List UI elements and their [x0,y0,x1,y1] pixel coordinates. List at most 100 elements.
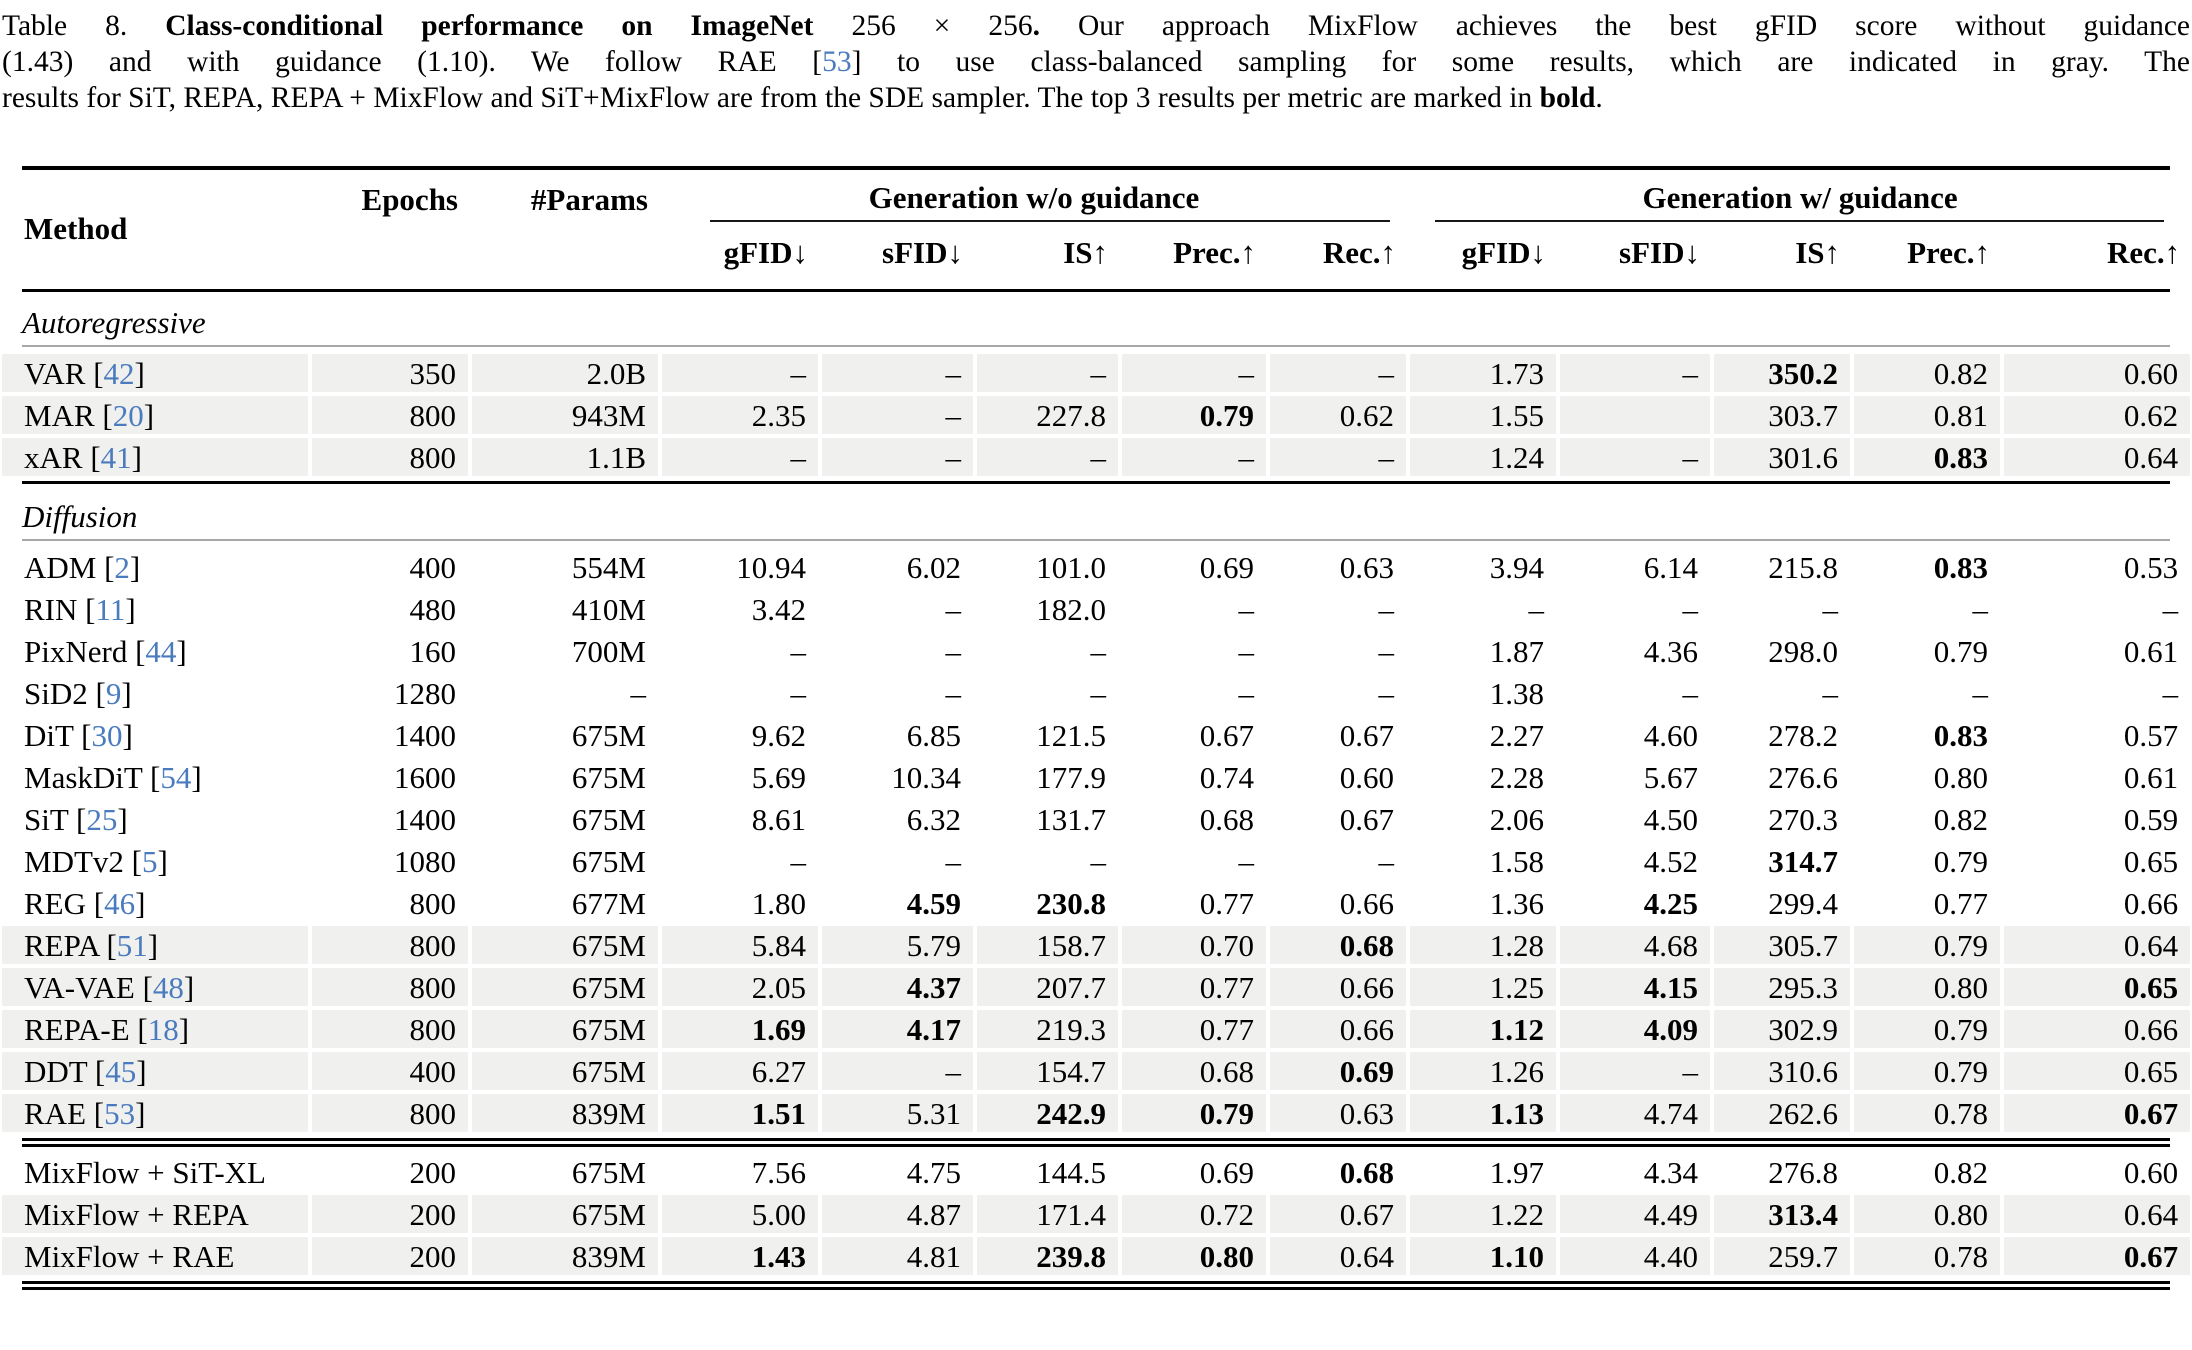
header-row-groups: Method Epochs #Params Generation w/o guidan… [0,170,2192,246]
metric-cell: 131.7 [975,798,1120,840]
section-underline [22,539,2171,541]
metric-cell: 1400 [310,714,470,756]
metric-cell: 1.10 [1408,1235,1558,1277]
metric-cell: 276.8 [1712,1151,1852,1193]
citation-ref[interactable]: 48 [152,969,184,1005]
citation-ref[interactable]: 5 [141,843,158,879]
metric-cell: 299.4 [1712,882,1852,924]
bottom-margin [0,1294,2192,1300]
citation-ref[interactable]: 18 [147,1011,179,1047]
metric-cell: 1.24 [1408,436,1558,478]
table-row: MaskDiT [54] 1600 675M 5.69 10.34 177.9 0.74 0.… [0,756,2192,798]
metric-cell: 0.62 [2002,394,2192,436]
metric-cell: 5.67 [1558,756,1712,798]
method-cell: MixFlow + REPA [0,1193,310,1235]
metric-cell [1558,394,1712,436]
metric-cell: 0.83 [1852,546,2002,588]
metric-cell: – [820,352,975,394]
method-cell: PixNerd [44] [0,630,310,672]
table-rule-row [0,288,2192,293]
metric-cell: 0.64 [2002,924,2192,966]
metric-cell: 1.12 [1408,1008,1558,1050]
method-name: PixNerd [24,633,128,669]
metric-cell: 0.65 [2002,840,2192,882]
metric-cell: 0.78 [1852,1235,2002,1277]
citation-ref[interactable]: 30 [91,717,123,753]
metric-cell: 800 [310,436,470,478]
metric-cell: 4.37 [820,966,975,1008]
citation-ref[interactable]: 9 [105,675,122,711]
metric-cell: 0.67 [1120,714,1268,756]
metric-cell: 800 [310,966,470,1008]
metric-cell: 4.52 [1558,840,1712,882]
citation-ref[interactable]: 53 [104,1095,136,1131]
metric-cell: 1.25 [1408,966,1558,1008]
metric-cell: – [1268,672,1408,714]
metric-cell: 4.60 [1558,714,1712,756]
metric-cell: 0.72 [1120,1193,1268,1235]
table-row: RIN [11] 480 410M 3.42–182.0– – – – – – – [0,588,2192,630]
caption-text: . [1032,10,1078,42]
table-row: MixFlow + SiT-XL 200 675M 7.56 4.75 144.5 0.69… [0,1151,2192,1193]
citation-ref[interactable]: 44 [145,633,177,669]
citation-ref[interactable]: 45 [105,1053,137,1089]
citation-ref[interactable]: 2 [114,549,130,585]
metric-value-bold: 1.69 [751,1011,806,1047]
table-row: REG [46] 800 677M 1.80 4.59 230.8 0.77 0.66 1.36… [0,882,2192,924]
metric-header-prec-2: Prec.↑ [1907,235,1990,270]
metric-cell: 1.22 [1408,1193,1558,1235]
citation-ref[interactable]: 46 [104,885,136,921]
citation-ref[interactable]: 20 [112,397,144,433]
metric-cell: 839M [470,1235,660,1277]
table-row: REPA-E [18] 800 675M 1.69 4.17 219.3 0.77 0.66 1… [0,1008,2192,1050]
metric-value-bold: 4.25 [1643,885,1698,921]
header-bottom-rule [22,289,2171,292]
citation-ref[interactable]: 51 [116,927,148,963]
method-name: SiT [24,801,69,837]
table-row: DDT [45] 400 675M 6.27–154.7 0.68 0.69 1.26–31… [0,1050,2192,1092]
metric-cell: 158.7 [975,924,1120,966]
table-body: Autoregressive VAR [42] 350 2.0B – – – – –1.73–3… [0,293,2192,1294]
metric-cell: 177.9 [975,756,1120,798]
metric-value-bold: 230.8 [1036,885,1106,921]
caption-text: bold [1539,82,1596,114]
citation-ref[interactable]: 41 [100,439,132,475]
metric-cell: 1.36 [1408,882,1558,924]
top-rule [22,166,2171,170]
metric-cell: 7.56 [660,1151,820,1193]
citation-ref[interactable]: 42 [103,355,135,391]
metric-header-rec-1: Rec.↑ [1322,235,1396,270]
metric-value-bold: 0.65 [2123,969,2179,1005]
method-cell: VA-VAE [48] [0,966,310,1008]
citation-ref[interactable]: 25 [86,801,118,837]
method-cell: MixFlow + SiT-XL [0,1151,310,1193]
citation-ref[interactable]: 11 [95,591,126,627]
caption-text: Table 8. [2,10,166,42]
rule-cell [0,345,2192,352]
metric-cell: 303.7 [1712,394,1852,436]
citation-ref[interactable]: 54 [160,759,192,795]
metric-cell: – [975,840,1120,882]
metric-value-bold: 0.80 [1199,1238,1254,1274]
citation-ref[interactable]: 53 [822,46,852,78]
header-row-metrics: gFID↓ sFID↓ IS↑ Prec.↑ Rec.↑ gFID↓ sFID↓ IS↑ Pre… [0,222,2192,288]
metric-value-bold: 0.83 [1933,717,1988,753]
metric-cell: 0.57 [2002,714,2192,756]
metric-cell: 2.06 [1408,798,1558,840]
metric-cell: 800 [310,1008,470,1050]
metric-cell: 4.34 [1558,1151,1712,1193]
rule-cell [0,288,2192,293]
metric-cell: 0.82 [1852,1151,2002,1193]
metric-cell: 554M [470,546,660,588]
metric-cell: 9.62 [660,714,820,756]
metric-cell: – [1120,672,1268,714]
metric-cell: 675M [470,1008,660,1050]
table-row: VAR [42] 350 2.0B – – – – –1.73–350.2 0.82 0.60 [0,352,2192,394]
metric-cell: 675M [470,714,660,756]
metric-value-bold: 0.67 [2123,1238,2179,1274]
metric-cell: 5.31 [820,1092,975,1134]
metric-cell: – [1120,352,1268,394]
metric-cell: 4.36 [1558,630,1712,672]
metric-cell: 0.64 [2002,1193,2192,1235]
metric-cell: 262.6 [1712,1092,1852,1134]
